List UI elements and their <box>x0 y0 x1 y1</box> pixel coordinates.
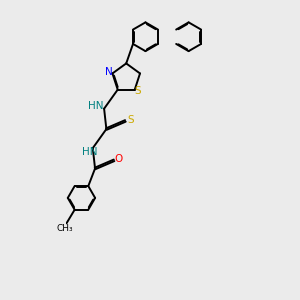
Text: CH₃: CH₃ <box>56 224 73 233</box>
Text: HN: HN <box>82 147 98 157</box>
Text: N: N <box>105 67 113 77</box>
Text: S: S <box>135 85 141 96</box>
Text: S: S <box>128 115 134 125</box>
Text: O: O <box>115 154 123 164</box>
Text: HN: HN <box>88 101 104 111</box>
